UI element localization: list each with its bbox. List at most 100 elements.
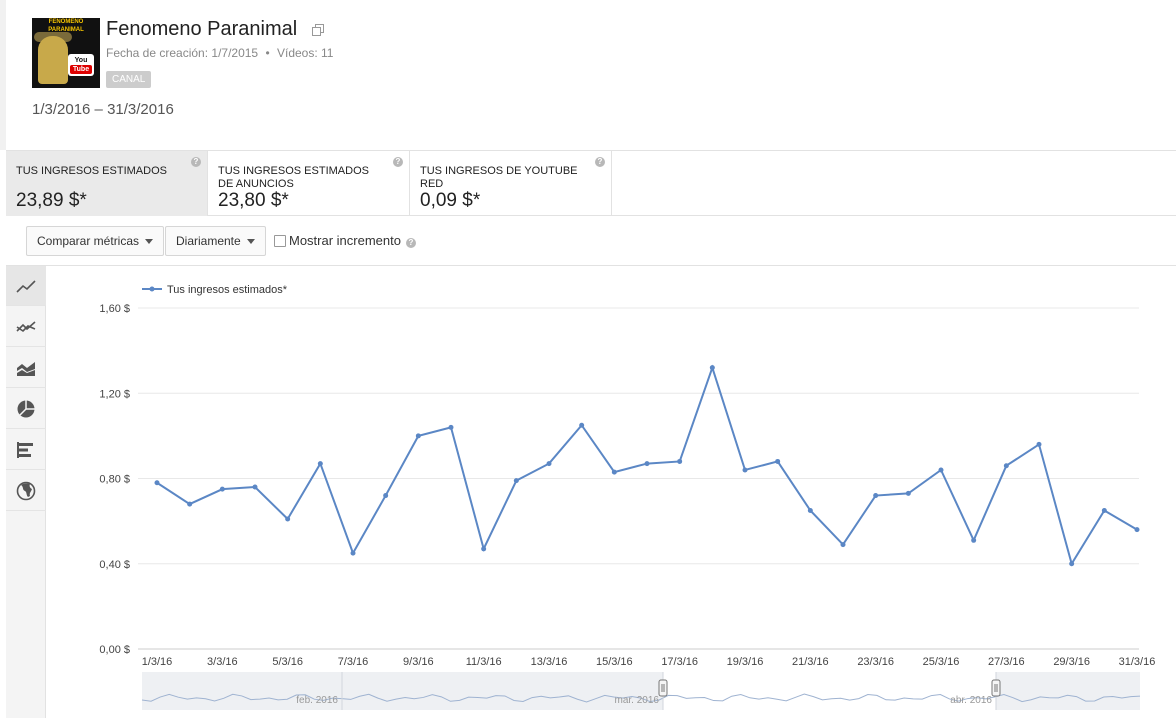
y-tick-label: 0,00 $: [99, 644, 130, 656]
metric-value: 23,89 $*: [16, 190, 87, 211]
help-icon[interactable]: ?: [595, 157, 605, 167]
y-tick-label: 1,20 $: [99, 388, 130, 400]
data-point: [938, 467, 944, 473]
data-point: [546, 461, 552, 467]
metric-tab-estimated-revenue[interactable]: TUS INGRESOS ESTIMADOS 23,89 $* ?: [6, 151, 208, 216]
chart-toolbar: Comparar métricas Diariamente Mostrar in…: [6, 216, 1176, 266]
youtube-logo-icon: You Tube: [68, 54, 94, 76]
data-point: [448, 424, 454, 430]
external-link-icon[interactable]: [312, 24, 324, 36]
data-point: [971, 537, 977, 543]
data-point: [1101, 507, 1107, 513]
x-tick-label: 3/3/16: [207, 656, 238, 668]
x-tick-label: 21/3/16: [792, 656, 829, 668]
globe-map-icon: [16, 481, 36, 501]
navigator-selection: [663, 672, 996, 710]
navigator-label: mar. 2016: [615, 695, 660, 706]
navigator-label: abr. 2016: [950, 695, 992, 706]
revenue-line-chart: 0,00 $ 0,40 $ 0,80 $ 1,20 $ 1,60 $ 1/3/16 3/3/…: [99, 284, 1156, 710]
x-tick-label: 1/3/16: [142, 656, 173, 668]
help-icon[interactable]: ?: [393, 157, 403, 167]
legend-label: Tus ingresos estimados*: [167, 284, 288, 296]
channel-meta: Fecha de creación: 1/7/2015 • Vídeos: 11: [106, 46, 333, 60]
data-point: [775, 458, 781, 464]
bar-chart-icon: [17, 442, 33, 458]
date-range[interactable]: 1/3/2016 – 31/3/2016: [32, 101, 174, 118]
interval-dropdown[interactable]: Diariamente: [165, 226, 266, 256]
data-point: [873, 493, 879, 499]
channel-title[interactable]: Fenomeno Paranimal: [106, 18, 298, 40]
x-tick-label: 5/3/16: [272, 656, 303, 668]
chart-type-map-button[interactable]: [6, 471, 46, 511]
data-point: [481, 546, 487, 552]
thumbnail-title-text: FENOMENO PARANIMAL: [48, 19, 84, 33]
data-point: [840, 542, 846, 548]
chart-type-line-button[interactable]: [6, 266, 46, 306]
data-point: [1036, 441, 1042, 447]
compare-metrics-label: Comparar métricas: [37, 234, 140, 248]
metric-label: TUS INGRESOS ESTIMADOS: [16, 165, 167, 177]
x-tick-label: 29/3/16: [1053, 656, 1090, 668]
caret-down-icon: [246, 239, 255, 245]
caret-down-icon: [145, 239, 154, 245]
chart-type-pie-button[interactable]: [6, 389, 46, 429]
chart-type-bar-button[interactable]: [6, 430, 46, 470]
meta-separator: •: [265, 46, 270, 60]
data-point: [513, 478, 519, 484]
data-point: [677, 458, 683, 464]
data-point: [415, 433, 421, 439]
data-point: [154, 480, 160, 486]
data-point: [742, 467, 748, 473]
chart-type-sidebar: [6, 266, 46, 718]
multi-line-chart-icon: [16, 321, 36, 333]
help-icon[interactable]: ?: [191, 157, 201, 167]
creation-date: Fecha de creación: 1/7/2015: [106, 46, 259, 60]
channel-header: FENOMENO PARANIMAL You Tube Fenomeno Para…: [0, 0, 1176, 150]
metric-tab-youtube-red-revenue[interactable]: TUS INGRESOS DE YOUTUBE RED 0,09 $* ?: [410, 151, 612, 216]
x-tick-label: 17/3/16: [661, 656, 698, 668]
show-increment-label: Mostrar incremento: [289, 233, 401, 248]
x-tick-label: 7/3/16: [338, 656, 369, 668]
compare-metrics-dropdown[interactable]: Comparar métricas: [26, 226, 165, 256]
data-point: [611, 469, 617, 475]
navigator-handle[interactable]: [658, 679, 668, 697]
y-tick-label: 0,40 $: [99, 559, 130, 571]
line-chart-icon: [16, 280, 36, 293]
interval-label: Diariamente: [176, 234, 241, 248]
x-tick-label: 31/3/16: [1119, 656, 1156, 668]
x-tick-label: 13/3/16: [531, 656, 568, 668]
thumbnail-figure: [38, 36, 68, 84]
metric-tab-ad-revenue[interactable]: TUS INGRESOS ESTIMADOS DE ANUNCIOS 23,80…: [208, 151, 410, 216]
data-point: [905, 490, 911, 496]
x-tick-label: 25/3/16: [923, 656, 960, 668]
data-point: [187, 501, 193, 507]
channel-thumbnail[interactable]: FENOMENO PARANIMAL You Tube: [32, 18, 100, 88]
data-point: [1134, 527, 1140, 533]
help-icon[interactable]: ?: [405, 238, 416, 248]
data-point: [317, 461, 323, 467]
show-increment-checkbox[interactable]: [274, 235, 286, 247]
show-increment-option[interactable]: Mostrar incremento?: [274, 233, 416, 249]
data-point: [579, 422, 585, 428]
data-point: [383, 493, 389, 499]
data-point: [1003, 463, 1009, 469]
x-tick-label: 19/3/16: [727, 656, 764, 668]
chart-type-area-button[interactable]: [6, 348, 46, 388]
data-point: [285, 516, 291, 522]
x-tick-label: 9/3/16: [403, 656, 434, 668]
data-point: [1069, 561, 1075, 567]
metric-value: 23,80 $*: [218, 190, 289, 211]
navigator-sparkline: [141, 693, 1141, 703]
metric-label: TUS INGRESOS ESTIMADOS DE ANUNCIOS: [218, 165, 369, 190]
x-tick-label: 23/3/16: [857, 656, 894, 668]
navigator-handle[interactable]: [991, 679, 1001, 697]
metric-value: 0,09 $*: [420, 190, 481, 211]
y-tick-label: 1,60 $: [99, 303, 130, 315]
metric-label: TUS INGRESOS DE YOUTUBE RED: [420, 165, 578, 190]
chart-type-multiline-button[interactable]: [6, 307, 46, 347]
x-tick-label: 15/3/16: [596, 656, 633, 668]
x-tick-label: 27/3/16: [988, 656, 1025, 668]
data-point: [807, 507, 813, 513]
channel-badge: CANAL: [106, 71, 152, 88]
stacked-area-chart-icon: [17, 362, 35, 376]
